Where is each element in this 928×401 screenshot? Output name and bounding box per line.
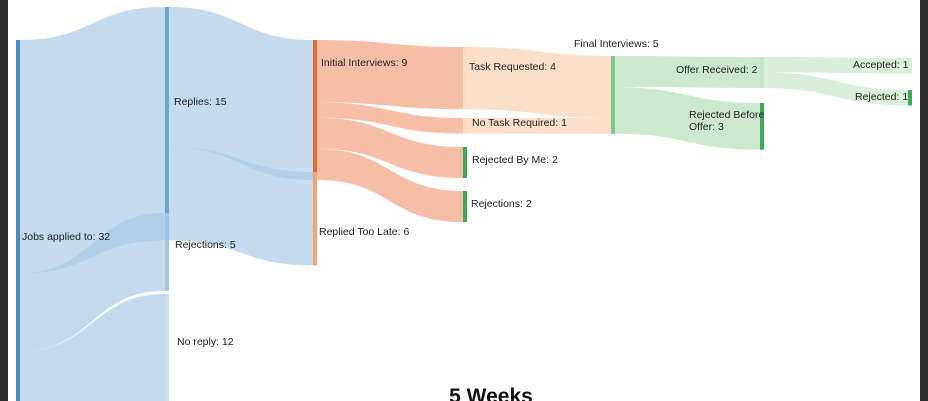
node-rejbefore <box>760 103 764 150</box>
node-task <box>463 47 467 110</box>
link-initial-notask <box>317 102 463 134</box>
node-rej2 <box>463 191 467 223</box>
sankey-labels: Jobs applied to: 32 Replies: 15 Rejections… <box>22 38 909 348</box>
node-offer <box>760 57 764 89</box>
sankey-links <box>20 7 908 401</box>
link-offer-accepted <box>764 57 908 74</box>
node-initial <box>313 40 317 181</box>
node-late <box>313 172 317 266</box>
node-byme <box>463 147 467 179</box>
link-jobs-rejections <box>20 213 165 352</box>
label-rej2: Rejections: 2 <box>471 198 532 210</box>
link-replies-initial <box>169 7 313 181</box>
link-initial-byme <box>317 117 463 179</box>
label-jobs: Jobs applied to: 32 <box>22 231 110 243</box>
label-final: Final Interviews: 5 <box>574 38 659 50</box>
label-accepted: Accepted: 1 <box>853 59 909 71</box>
link-offer-rejected1 <box>764 72 908 106</box>
node-jobs <box>16 40 20 401</box>
link-replies-late <box>169 147 313 266</box>
node-notask <box>463 118 467 134</box>
label-notask: No Task Required: 1 <box>472 117 567 129</box>
link-jobs-noreply <box>20 294 165 401</box>
node-accepted <box>908 58 912 74</box>
label-offer: Offer Received: 2 <box>676 64 758 76</box>
node-noreply <box>165 294 169 401</box>
label-noreply: No reply: 12 <box>177 336 234 348</box>
label-byme: Rejected By Me: 2 <box>472 154 558 166</box>
label-rejections: Rejections: 5 <box>175 239 236 251</box>
node-rejections <box>165 213 169 291</box>
link-notask-final <box>467 118 611 134</box>
link-task-final <box>467 47 611 119</box>
sankey-chart: Jobs applied to: 32 Replies: 15 Rejections… <box>8 0 920 401</box>
node-final <box>611 56 615 134</box>
label-initial: Initial Interviews: 9 <box>321 57 408 69</box>
label-replies: Replies: 15 <box>174 96 227 108</box>
link-initial-task <box>317 40 463 110</box>
sankey-nodes <box>16 7 912 401</box>
sankey-svg: Jobs applied to: 32 Replies: 15 Rejections… <box>16 7 912 401</box>
link-jobs-replies <box>20 7 165 274</box>
link-final-rejbefore <box>615 87 760 150</box>
label-late: Replied Too Late: 6 <box>319 226 409 238</box>
label-rejbefore: Rejected Before Offer: 3 <box>689 109 764 133</box>
label-rejected1: Rejected: 1 <box>855 91 908 103</box>
link-initial-rej2 <box>317 148 463 223</box>
node-rejected1 <box>908 90 912 106</box>
link-final-offer <box>615 56 760 89</box>
node-replies <box>165 7 169 241</box>
label-task: Task Requested: 4 <box>469 61 556 73</box>
chart-title: 5 Weeks <box>449 385 533 401</box>
